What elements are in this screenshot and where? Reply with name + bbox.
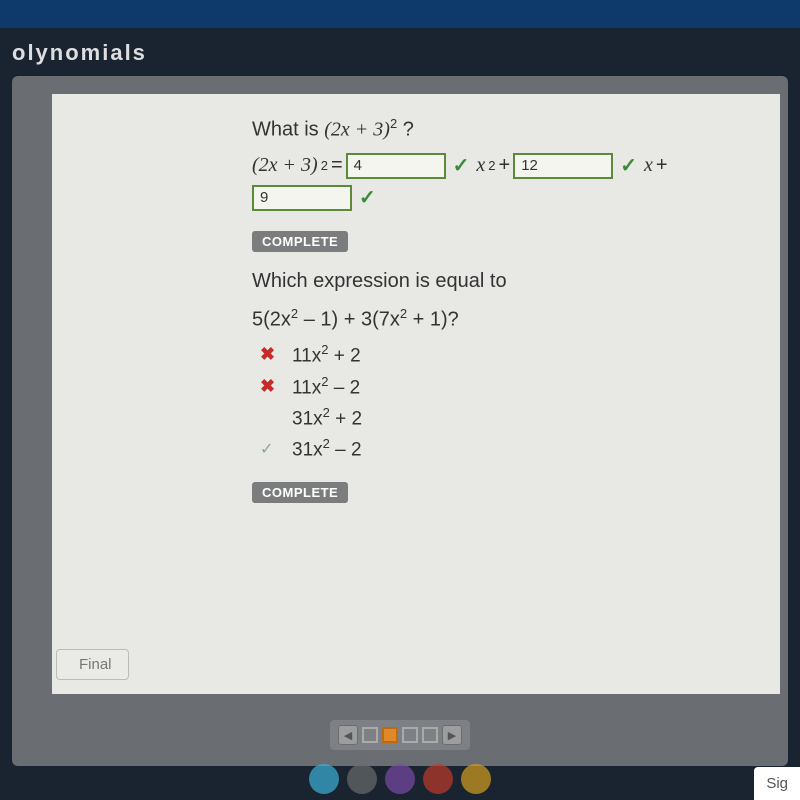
input-coef-x2[interactable]: 4 xyxy=(346,153,446,179)
plus-2: + xyxy=(656,154,668,177)
option-text: 11x2 – 2 xyxy=(292,374,360,399)
q1-prompt: What is (2x + 3)2 ? xyxy=(252,114,760,145)
sup: 2 xyxy=(400,306,407,321)
lesson-screen: What is (2x + 3)2 ? (2x + 3)2 = 4 ✓ x2 +… xyxy=(12,76,788,766)
final-tab[interactable]: Final xyxy=(56,649,129,680)
complete-button[interactable]: COMPLETE xyxy=(252,482,348,503)
check-icon: ✓ xyxy=(260,439,278,459)
q1-prompt-suffix: ? xyxy=(403,119,414,141)
content-pane: What is (2x + 3)2 ? (2x + 3)2 = 4 ✓ x2 +… xyxy=(52,94,780,694)
wrong-icon: ✖ xyxy=(260,376,278,397)
input-coef-x[interactable]: 12 xyxy=(513,153,613,179)
dock-app-icon[interactable] xyxy=(423,764,453,794)
answer-option[interactable]: 31x2 + 2 xyxy=(260,405,760,430)
q2-expr-b: – 1) + 3(7x xyxy=(298,308,400,330)
q2-prompt-line1: Which expression is equal to xyxy=(252,266,760,296)
wrong-icon: ✖ xyxy=(260,344,278,365)
complete-button[interactable]: COMPLETE xyxy=(252,231,348,252)
q2-expr-a: 5(2x xyxy=(252,308,291,330)
lesson-nav-bar: ◀ ▶ xyxy=(330,720,470,750)
answer-option[interactable]: ✓ 31x2 – 2 xyxy=(260,436,760,461)
q1-expr-base: (2x + 3) xyxy=(324,119,390,141)
nav-prev-button[interactable]: ◀ xyxy=(338,725,358,745)
signin-fragment[interactable]: Sig xyxy=(754,767,800,800)
q1-equation-row-2: 9 ✓ xyxy=(252,185,760,211)
page-header-title: olynomials xyxy=(12,40,788,66)
q1-equation-row: (2x + 3)2 = 4 ✓ x2 + 12 ✓ x + xyxy=(252,153,760,179)
option-text: 11x2 + 2 xyxy=(292,342,361,367)
input-constant[interactable]: 9 xyxy=(252,185,352,211)
term-x-base: x xyxy=(644,154,653,177)
dock-app-icon[interactable] xyxy=(347,764,377,794)
nav-step-icon[interactable] xyxy=(422,727,438,743)
q1-lhs-exp: 2 xyxy=(321,158,328,173)
dock-app-icon[interactable] xyxy=(461,764,491,794)
nav-step-current-icon[interactable] xyxy=(382,727,398,743)
answer-option[interactable]: ✖ 11x2 + 2 xyxy=(260,342,760,367)
nav-step-icon[interactable] xyxy=(402,727,418,743)
option-text: 31x2 + 2 xyxy=(292,405,362,430)
check-icon: ✓ xyxy=(620,153,637,178)
q2-expr-c: + 1)? xyxy=(407,308,459,330)
term-x2-exp: 2 xyxy=(488,158,495,173)
equals-sign: = xyxy=(331,154,343,177)
q1-lhs-base: (2x + 3) xyxy=(252,154,318,177)
plus-1: + xyxy=(499,154,511,177)
check-icon: ✓ xyxy=(359,185,376,210)
nav-next-button[interactable]: ▶ xyxy=(442,725,462,745)
answer-option[interactable]: ✖ 11x2 – 2 xyxy=(260,374,760,399)
nav-step-icon[interactable] xyxy=(362,727,378,743)
dock-app-icon[interactable] xyxy=(309,764,339,794)
term-x2-base: x xyxy=(476,154,485,177)
taskbar-dock xyxy=(309,764,491,794)
dock-app-icon[interactable] xyxy=(385,764,415,794)
q2-prompt-expr: 5(2x2 – 1) + 3(7x2 + 1)? xyxy=(252,304,760,335)
q1-expr-exp: 2 xyxy=(390,116,397,131)
option-text: 31x2 – 2 xyxy=(292,436,362,461)
check-icon: ✓ xyxy=(453,153,470,178)
q1-prompt-prefix: What is xyxy=(252,119,324,141)
